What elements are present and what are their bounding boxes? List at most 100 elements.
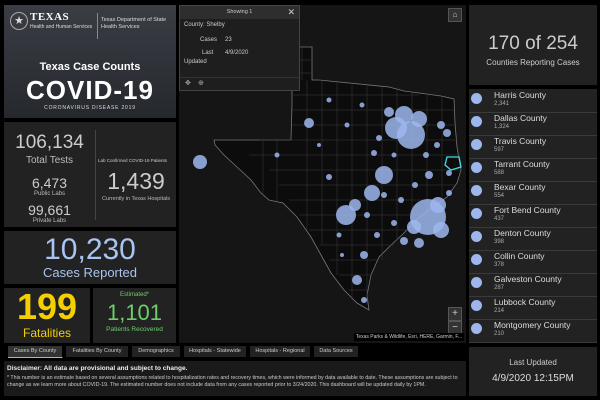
case-dot-icon	[471, 116, 482, 127]
list-item[interactable]: Fort Bend County 437	[469, 204, 597, 228]
total-tests-value: 106,134	[15, 132, 84, 153]
case-bubble	[340, 253, 344, 257]
case-bubble	[364, 185, 380, 201]
case-bubble	[326, 174, 332, 180]
county-cases: 378	[494, 262, 505, 268]
zoom-to-icon[interactable]: ⊕	[198, 80, 204, 87]
case-bubble	[304, 118, 314, 128]
case-bubbles[interactable]	[193, 60, 452, 303]
popup-updated-label: Updated	[184, 59, 207, 65]
case-bubble	[374, 232, 380, 238]
stats-divider	[95, 130, 96, 220]
texas-map-canvas[interactable]	[179, 5, 466, 343]
popup-close-icon[interactable]: ✕	[287, 7, 295, 17]
list-item[interactable]: Montgomery County 210	[469, 319, 597, 343]
county-cases: 398	[494, 239, 505, 245]
case-bubble	[360, 251, 368, 259]
tab-demographics[interactable]: Demographics	[132, 346, 181, 357]
list-item[interactable]: Lubbock County 214	[469, 296, 597, 320]
dshs-logo-text: Texas Department of State Health Service…	[101, 17, 167, 30]
fatalities-value: 199	[16, 286, 78, 327]
case-bubble	[434, 142, 440, 148]
case-bubble	[446, 170, 452, 176]
case-bubble	[391, 220, 397, 226]
county-name: Denton County	[494, 228, 551, 238]
hhs-logo-subtitle: Health and Human Services	[30, 24, 93, 30]
county-cases: 597	[494, 147, 505, 153]
fatalities-panel: 199 Fatalities	[4, 286, 90, 343]
dashboard-header: ★ TEXAS Health and Human Services Texas …	[4, 5, 176, 118]
county-cases: 2,341	[494, 101, 510, 107]
list-item[interactable]: Dallas County 1,324	[469, 112, 597, 136]
case-bubble	[391, 152, 397, 158]
county-name: Galveston County	[494, 274, 562, 284]
county-cases: 554	[494, 193, 505, 199]
case-bubble	[411, 111, 427, 127]
county-cases: 1,324	[494, 124, 510, 130]
list-item[interactable]: Bexar County 554	[469, 181, 597, 205]
list-item[interactable]: Harris County 2,341	[469, 89, 597, 113]
case-bubble	[274, 152, 280, 158]
logo-divider	[97, 13, 98, 39]
county-name: Harris County	[494, 90, 546, 100]
private-labs-label: Private Labs	[32, 218, 67, 224]
case-bubble	[384, 107, 394, 117]
case-dot-icon	[471, 162, 482, 173]
case-bubble	[364, 212, 370, 218]
list-item[interactable]: Galveston County 287	[469, 273, 597, 297]
case-bubble	[400, 237, 408, 245]
disclaimer-panel: Disclaimer: All data are provisional and…	[4, 361, 466, 396]
fatalities-label: Fatalities	[22, 326, 72, 340]
case-dot-icon	[471, 323, 482, 334]
texas-map[interactable]: Showing 1 ✕ County: Shelby Cases 23 Last…	[179, 5, 466, 343]
private-labs-value: 99,661	[28, 202, 71, 218]
counties-reporting-panel: 170 of 254 Counties Reporting Cases	[469, 5, 597, 85]
county-name: Dallas County	[494, 113, 547, 123]
tab-fatalities-by-county[interactable]: Fatalities By County	[66, 346, 129, 357]
testing-stats-panel: 106,134 Total Tests 6,473 Public Labs 99…	[4, 122, 176, 227]
county-name: Lubbock County	[494, 297, 556, 307]
county-list[interactable]: Harris County 2,341 Dallas County 1,324 Tr…	[469, 89, 597, 343]
home-button[interactable]: ⌂	[448, 8, 462, 22]
county-name: Fort Bend County	[494, 205, 561, 215]
popup-footer: ✥ ⊕	[180, 77, 299, 90]
recovered-label: Patients Recovered	[106, 326, 163, 333]
case-bubble	[336, 232, 342, 238]
case-bubble	[359, 102, 365, 108]
list-item[interactable]: Denton County 398	[469, 227, 597, 251]
list-item[interactable]: Collin County 378	[469, 250, 597, 274]
tab-hospitals-regional[interactable]: Hospitals - Regional	[250, 346, 311, 357]
case-dot-icon	[471, 139, 482, 150]
zoom-in-button[interactable]: +	[448, 307, 462, 321]
case-dot-icon	[471, 208, 482, 219]
disclaimer-title: Disclaimer: All data are provisional and…	[7, 365, 188, 372]
list-item[interactable]: Tarrant County 588	[469, 158, 597, 182]
tab-cases-by-county[interactable]: Cases By County	[8, 346, 63, 358]
case-bubble	[433, 222, 449, 238]
tab-data-sources[interactable]: Data Sources	[314, 346, 359, 357]
county-popup[interactable]: Showing 1 ✕ County: Shelby Cases 23 Last…	[179, 5, 300, 91]
county-grid	[249, 47, 461, 305]
selected-county-shelby[interactable]	[444, 156, 462, 171]
list-item[interactable]: Travis County 597	[469, 135, 597, 159]
counties-reporting-value: 170 of 254	[488, 33, 578, 54]
case-bubble	[361, 297, 367, 303]
map-attribution[interactable]: Texas Parks & Wildlife, Esri, HERE, Garm…	[353, 333, 464, 341]
county-cases: 588	[494, 170, 505, 176]
hospitalized-sublabel: Currently in Texas Hospitals	[101, 196, 171, 202]
case-bubble	[395, 106, 413, 124]
tab-hospitals-statewide[interactable]: Hospitals - Statewide	[184, 346, 247, 357]
move-icon[interactable]: ✥	[185, 80, 191, 87]
case-bubble	[407, 220, 421, 234]
cases-reported-label: Cases Reported	[43, 265, 137, 280]
case-bubble	[414, 238, 424, 248]
total-tests-label: Total Tests	[25, 155, 74, 166]
hospitalized-value: 1,439	[107, 168, 165, 194]
county-cases: 287	[494, 285, 505, 291]
county-name: Travis County	[494, 136, 547, 146]
case-bubble	[371, 150, 377, 156]
cases-reported-panel: 10,230 Cases Reported	[4, 231, 176, 284]
case-bubble	[344, 122, 350, 128]
last-updated-label: Last Updated	[509, 358, 557, 367]
county-cases: 437	[494, 216, 505, 222]
